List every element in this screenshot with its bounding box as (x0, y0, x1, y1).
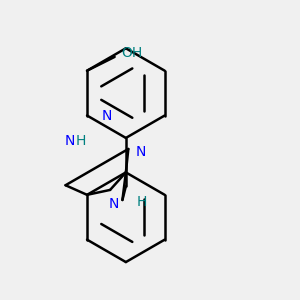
Text: N: N (102, 109, 112, 122)
Text: N: N (135, 146, 146, 159)
Text: N: N (109, 196, 119, 211)
Text: H: H (75, 134, 85, 148)
Text: N: N (65, 134, 75, 148)
Text: OH: OH (122, 46, 143, 60)
Text: H: H (136, 195, 147, 209)
